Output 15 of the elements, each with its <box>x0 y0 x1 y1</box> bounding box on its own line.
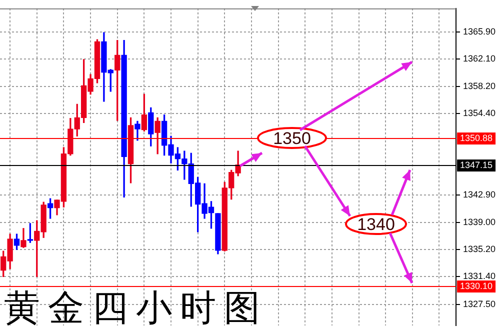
text: 黄金四小时图 <box>4 288 268 330</box>
y-tick-label: 1339.00 <box>463 217 496 228</box>
ref-line-label: 1347.15 <box>460 160 493 170</box>
ref-line-label: 1350.88 <box>460 132 493 143</box>
y-tick-label: 1362.10 <box>463 53 496 64</box>
y-tick-label: 1358.20 <box>463 80 496 91</box>
y-tick-label: 1354.40 <box>463 108 496 118</box>
y-tick-label: 1335.20 <box>463 244 496 254</box>
annotation: 1340 <box>357 215 395 234</box>
y-tick-label: 1342.90 <box>463 190 496 200</box>
y-tick-label: 1365.90 <box>463 26 496 36</box>
annotation: 1350 <box>273 129 311 148</box>
y-tick-label: 1331.40 <box>463 271 496 282</box>
ref-line-label: 1330.10 <box>460 280 493 291</box>
y-tick-label: 1327.50 <box>463 298 496 309</box>
